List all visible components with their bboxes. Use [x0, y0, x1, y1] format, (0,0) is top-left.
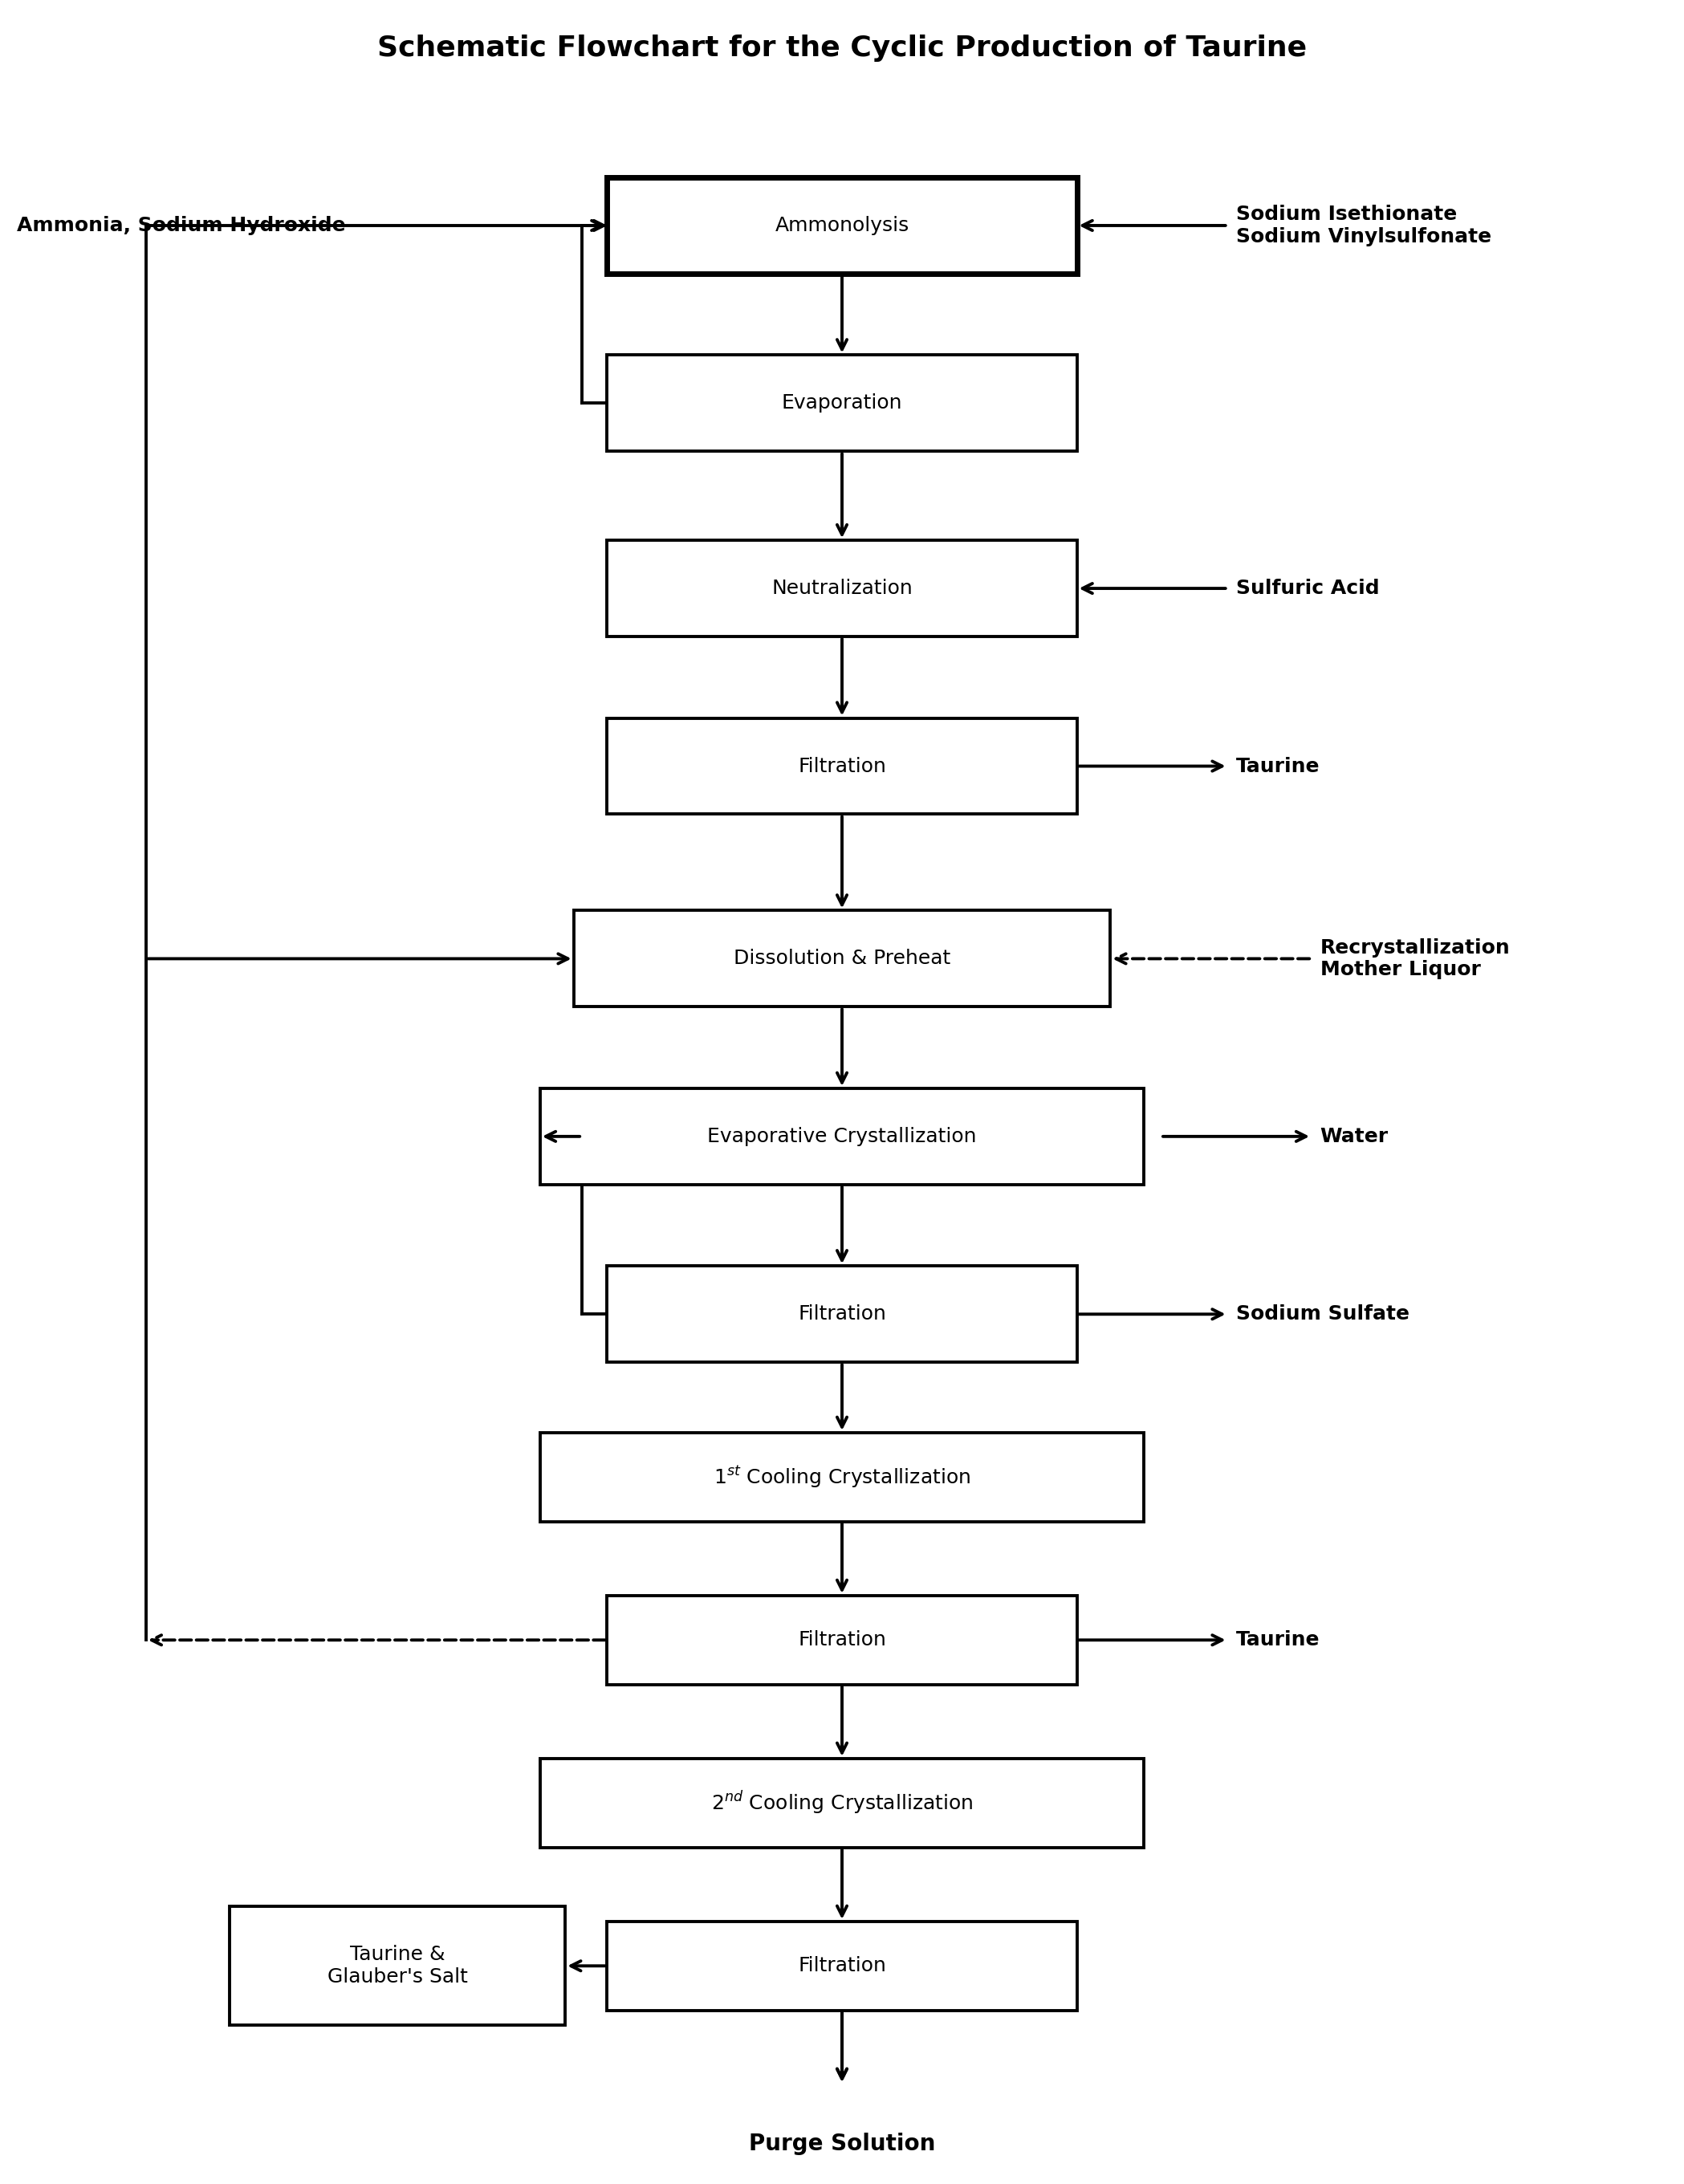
FancyBboxPatch shape	[608, 1597, 1076, 1684]
Text: Ammonolysis: Ammonolysis	[775, 216, 909, 236]
FancyBboxPatch shape	[608, 539, 1076, 636]
Text: Sodium Sulfate: Sodium Sulfate	[1236, 1304, 1410, 1324]
Text: Taurine: Taurine	[1236, 756, 1320, 775]
Text: Taurine: Taurine	[1236, 1631, 1320, 1649]
Text: Sulfuric Acid: Sulfuric Acid	[1236, 579, 1379, 598]
Text: Dissolution & Preheat: Dissolution & Preheat	[734, 950, 950, 968]
FancyBboxPatch shape	[608, 177, 1076, 273]
Text: Schematic Flowchart for the Cyclic Production of Taurine: Schematic Flowchart for the Cyclic Produ…	[377, 35, 1307, 61]
Text: Filtration: Filtration	[798, 756, 886, 775]
FancyBboxPatch shape	[608, 1267, 1076, 1363]
Text: Filtration: Filtration	[798, 1304, 886, 1324]
Text: 2$^{nd}$ Cooling Crystallization: 2$^{nd}$ Cooling Crystallization	[711, 1789, 973, 1817]
FancyBboxPatch shape	[608, 356, 1076, 452]
FancyBboxPatch shape	[229, 1907, 566, 2025]
Text: Recrystallization
Mother Liquor: Recrystallization Mother Liquor	[1320, 937, 1511, 978]
FancyBboxPatch shape	[541, 1758, 1143, 1848]
Text: Sodium Isethionate
Sodium Vinylsulfonate: Sodium Isethionate Sodium Vinylsulfonate	[1236, 205, 1492, 247]
Text: Purge Solution: Purge Solution	[749, 2132, 935, 2156]
FancyBboxPatch shape	[574, 911, 1110, 1007]
FancyBboxPatch shape	[541, 1088, 1143, 1184]
FancyBboxPatch shape	[608, 1922, 1076, 2009]
FancyBboxPatch shape	[541, 1433, 1143, 1522]
Text: Evaporation: Evaporation	[781, 393, 903, 413]
Text: Ammonia, Sodium Hydroxide: Ammonia, Sodium Hydroxide	[17, 216, 345, 236]
Text: Filtration: Filtration	[798, 1631, 886, 1649]
Text: 1$^{st}$ Cooling Crystallization: 1$^{st}$ Cooling Crystallization	[714, 1465, 970, 1489]
Text: Evaporative Crystallization: Evaporative Crystallization	[707, 1127, 977, 1147]
Text: Taurine &
Glauber's Salt: Taurine & Glauber's Salt	[327, 1946, 468, 1987]
Text: Filtration: Filtration	[798, 1957, 886, 1977]
Text: Neutralization: Neutralization	[771, 579, 913, 598]
Text: Water: Water	[1320, 1127, 1388, 1147]
FancyBboxPatch shape	[608, 719, 1076, 815]
